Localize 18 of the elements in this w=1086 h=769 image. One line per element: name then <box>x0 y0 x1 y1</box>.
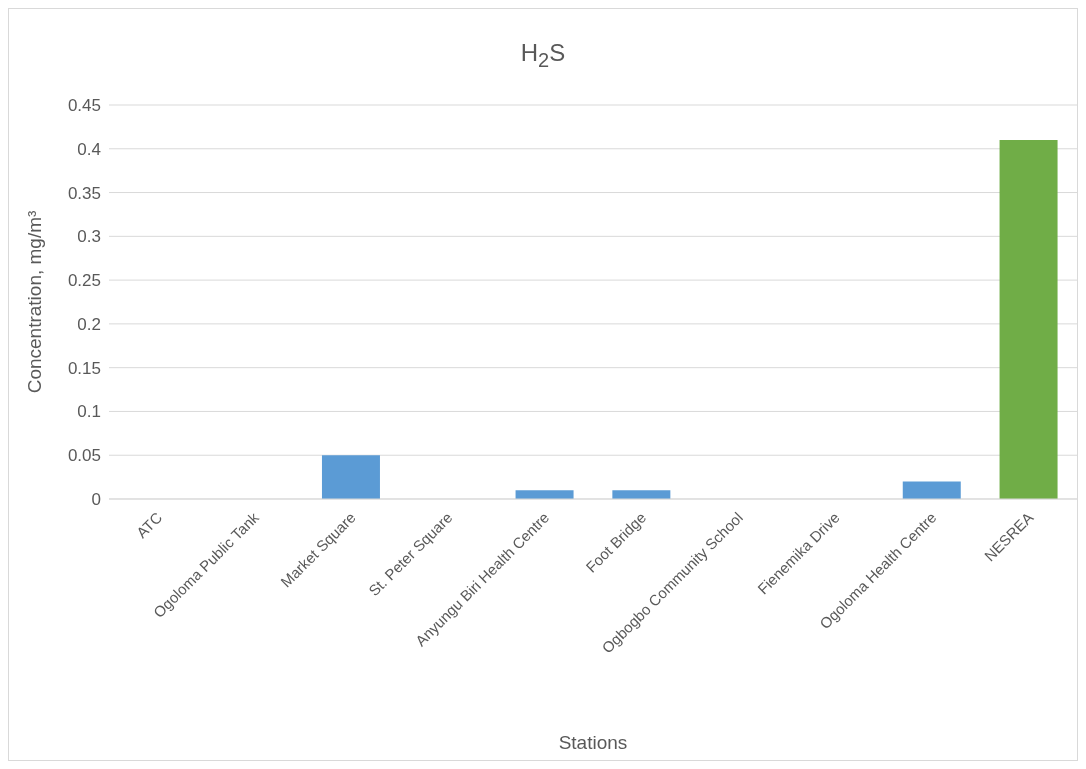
y-tick-label: 0 <box>91 490 101 510</box>
y-tick-label: 0.45 <box>67 96 101 116</box>
bar <box>999 140 1058 499</box>
y-tick-label: 0.35 <box>67 183 101 203</box>
y-tick-label: 0.15 <box>67 358 101 378</box>
x-axis-title: Stations <box>558 732 628 753</box>
y-tick-label: 0.2 <box>77 314 101 334</box>
bar <box>612 490 671 499</box>
y-tick-label: 0.1 <box>77 402 101 422</box>
y-tick-label: 0.05 <box>67 446 101 466</box>
bar <box>321 455 380 499</box>
y-tick-label: 0.3 <box>77 227 101 247</box>
chart-title: H$_{2}$S <box>519 38 567 73</box>
y-tick-label: 0.25 <box>67 271 101 291</box>
bar <box>515 490 574 499</box>
y-axis-title: Concentration, mg/m³ <box>23 210 45 394</box>
bar <box>902 481 961 499</box>
y-tick-label: 0.4 <box>77 139 101 159</box>
